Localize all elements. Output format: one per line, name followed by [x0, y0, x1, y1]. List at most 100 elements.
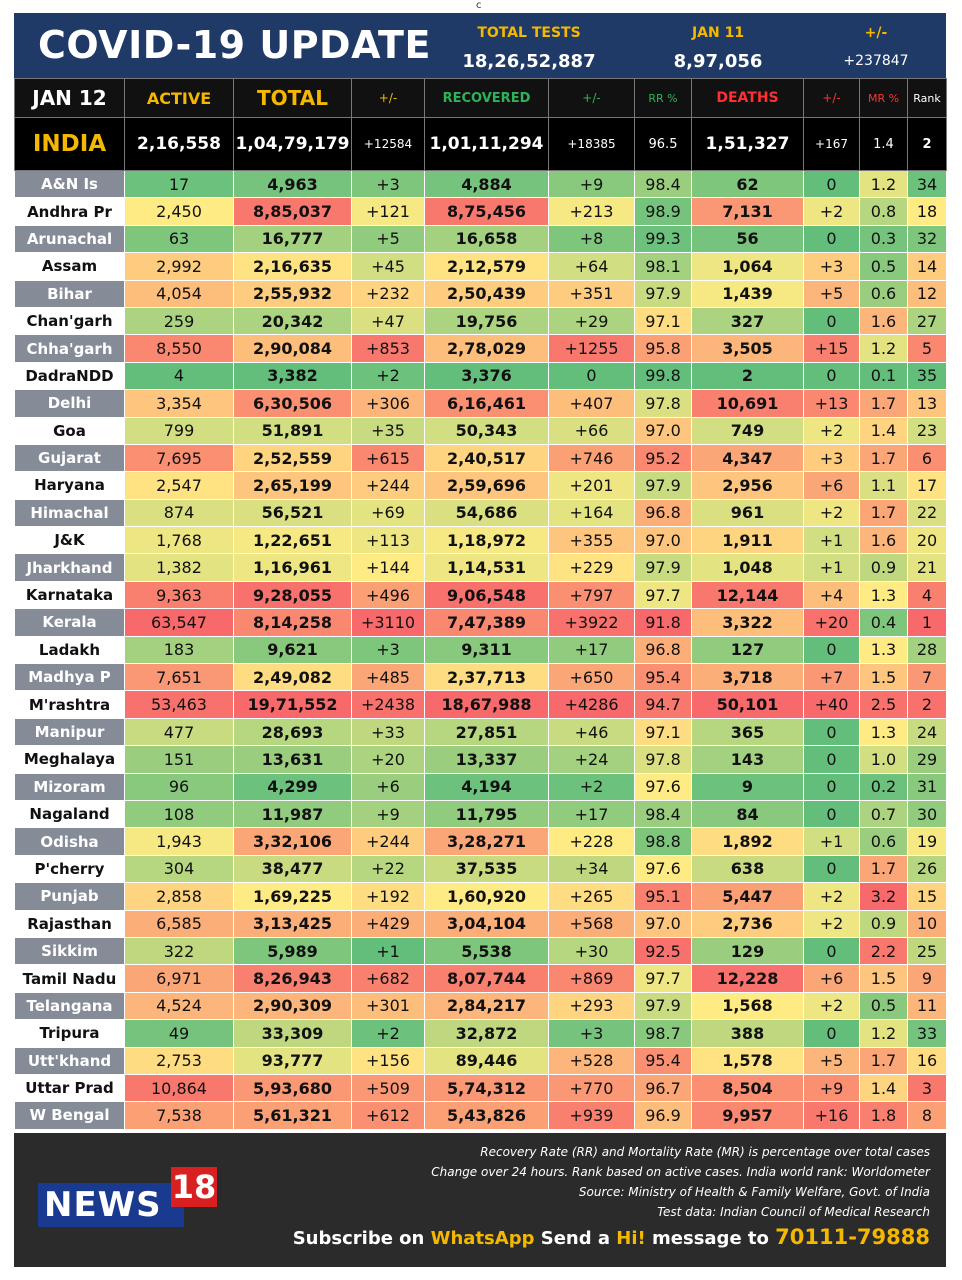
state-rr: 99.3	[634, 224, 692, 254]
state-deaths: 12,228	[691, 964, 804, 993]
state-active: 4,054	[124, 279, 234, 308]
state-rr: 92.5	[634, 936, 692, 966]
state-name: Delhi	[14, 389, 125, 418]
state-deaths: 2	[691, 361, 804, 391]
state-recovered-change: +9	[548, 169, 635, 199]
state-recovered: 27,851	[424, 717, 549, 747]
state-rank: 31	[907, 772, 947, 801]
state-row: Telangana 4,524 2,90,309 +301 2,84,217 +293 97…	[14, 991, 947, 1021]
state-rr: 97.8	[634, 745, 692, 774]
state-deaths-change: +7	[803, 663, 860, 692]
state-rank: 22	[907, 498, 947, 528]
note-change: Change over 24 hours. Rank based on acti…	[431, 1165, 930, 1179]
state-total: 28,693	[233, 717, 352, 747]
state-mr: 0.1	[859, 361, 908, 391]
state-total: 2,65,199	[233, 471, 352, 500]
state-deaths-change: +2	[803, 882, 860, 911]
state-name: M'rashtra	[14, 690, 125, 719]
tests-change-label: +/-	[864, 25, 888, 41]
state-deaths: 62	[691, 169, 804, 199]
state-active: 2,450	[124, 197, 234, 226]
state-total-change: +2438	[351, 690, 425, 719]
tests-change-value: +237847	[843, 53, 909, 69]
note-source: Source: Ministry of Health & Family Welf…	[578, 1185, 930, 1199]
state-deaths: 961	[691, 498, 804, 528]
state-deaths-change: +5	[803, 1046, 860, 1075]
state-total-change: +113	[351, 526, 425, 555]
subscribe-whatsapp: WhatsApp	[430, 1228, 535, 1249]
state-row: Assam 2,992 2,16,635 +45 2,12,579 +64 98.1 1,06…	[14, 252, 947, 281]
state-recovered: 9,06,548	[424, 580, 549, 610]
state-mr: 0.5	[859, 252, 908, 281]
state-row: Karnataka 9,363 9,28,055 +496 9,06,548 +797 97…	[14, 580, 947, 610]
state-rr: 98.4	[634, 169, 692, 199]
state-rank: 9	[907, 964, 947, 993]
state-recovered: 50,343	[424, 416, 549, 445]
state-total: 11,987	[233, 799, 352, 829]
state-active: 151	[124, 745, 234, 774]
state-recovered: 4,194	[424, 772, 549, 801]
state-recovered: 2,12,579	[424, 252, 549, 281]
state-total-change: +496	[351, 580, 425, 610]
state-deaths-change: 0	[803, 1019, 860, 1048]
state-mr: 2.2	[859, 936, 908, 966]
state-mr: 1.4	[859, 1073, 908, 1103]
state-total-change: +612	[351, 1101, 425, 1130]
state-total-change: +47	[351, 306, 425, 336]
state-rank: 32	[907, 224, 947, 254]
state-rr: 95.4	[634, 1046, 692, 1075]
state-row: Gujarat 7,695 2,52,559 +615 2,40,517 +746 95.2…	[14, 443, 947, 473]
state-row: Kerala 63,547 8,14,258 +3110 7,47,389 +3922 91…	[14, 608, 947, 637]
state-active: 63,547	[124, 608, 234, 637]
state-total: 2,52,559	[233, 443, 352, 473]
state-name: Mizoram	[14, 772, 125, 801]
state-total: 13,631	[233, 745, 352, 774]
state-active: 96	[124, 772, 234, 801]
state-recovered-change: +229	[548, 553, 635, 582]
state-rank: 29	[907, 745, 947, 774]
state-active: 53,463	[124, 690, 234, 719]
india-deaths-change: +167	[803, 117, 860, 171]
state-deaths-change: 0	[803, 854, 860, 884]
state-mr: 3.2	[859, 882, 908, 911]
state-rr: 95.1	[634, 882, 692, 911]
header-date: JAN 12	[14, 78, 125, 118]
state-rank: 15	[907, 882, 947, 911]
state-recovered: 2,78,029	[424, 334, 549, 363]
state-total: 5,989	[233, 936, 352, 966]
state-active: 304	[124, 854, 234, 884]
state-name: Meghalaya	[14, 745, 125, 774]
state-name: Goa	[14, 416, 125, 445]
state-total: 9,621	[233, 635, 352, 665]
state-mr: 1.7	[859, 854, 908, 884]
state-active: 183	[124, 635, 234, 665]
state-name: Manipur	[14, 717, 125, 747]
india-recovered: 1,01,11,294	[424, 117, 549, 171]
state-total-change: +615	[351, 443, 425, 473]
state-total-change: +244	[351, 471, 425, 500]
state-rr: 98.7	[634, 1019, 692, 1048]
state-mr: 2.5	[859, 690, 908, 719]
state-mr: 1.2	[859, 1019, 908, 1048]
state-recovered-change: +24	[548, 745, 635, 774]
state-deaths-change: 0	[803, 224, 860, 254]
state-recovered: 1,60,920	[424, 882, 549, 911]
tests-date-value: 8,97,056	[673, 51, 763, 72]
state-deaths-change: 0	[803, 169, 860, 199]
state-recovered-change: +8	[548, 224, 635, 254]
state-rank: 5	[907, 334, 947, 363]
state-deaths: 1,892	[691, 827, 804, 856]
state-deaths-change: +2	[803, 909, 860, 938]
state-recovered: 54,686	[424, 498, 549, 528]
state-deaths-change: +3	[803, 252, 860, 281]
state-total: 4,299	[233, 772, 352, 801]
state-rank: 28	[907, 635, 947, 665]
state-total-change: +5	[351, 224, 425, 254]
state-rank: 4	[907, 580, 947, 610]
state-rr: 97.1	[634, 717, 692, 747]
state-recovered: 37,535	[424, 854, 549, 884]
state-total-change: +22	[351, 854, 425, 884]
state-row: Odisha 1,943 3,32,106 +244 3,28,271 +228 98.8 1…	[14, 827, 947, 856]
state-row: Uttar Prad 10,864 5,93,680 +509 5,74,312 +770…	[14, 1073, 947, 1103]
state-recovered: 19,756	[424, 306, 549, 336]
